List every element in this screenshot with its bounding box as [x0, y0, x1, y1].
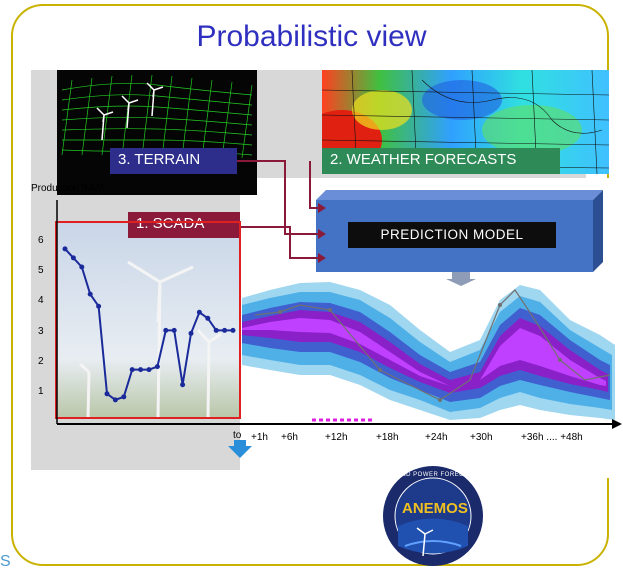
x-tick-label: +24h	[425, 432, 448, 443]
scada-point	[213, 327, 219, 333]
forecast-bands	[242, 282, 615, 420]
anemos-logo-text: ANEMOS	[402, 500, 468, 517]
scada-point	[146, 367, 152, 373]
scada-series	[62, 246, 236, 403]
scada-point	[180, 382, 186, 388]
y-tick-label: 1	[38, 386, 44, 397]
anemos-ring-text: WIND POWER FORECASTING	[393, 472, 490, 478]
x-tick-label: +30h	[470, 432, 493, 443]
y-tick-label: 3	[38, 326, 44, 337]
slide-title: Probabilistic view	[196, 20, 427, 53]
y-tick-label: 4	[38, 295, 44, 306]
weather-forecasts-label: 2. WEATHER FORECASTS	[322, 148, 560, 174]
y-tick-label: 2	[38, 356, 44, 367]
scada-border	[55, 221, 241, 419]
x-origin-label: to	[233, 430, 242, 441]
scada-line	[64, 248, 233, 401]
scada-point	[163, 327, 169, 333]
production-axis-label: Production [MW]	[31, 183, 105, 194]
scada-point	[171, 327, 177, 333]
scada-point	[188, 330, 194, 336]
scada-point	[154, 364, 160, 370]
scada-point	[112, 397, 118, 403]
x-tick-label: +12h	[325, 432, 348, 443]
scada-point	[196, 309, 202, 315]
connector-lines	[237, 160, 318, 259]
model-output-arrow	[446, 272, 476, 286]
corner-text: S	[0, 553, 11, 570]
scada-point	[121, 394, 127, 400]
y-tick-label: 6	[38, 235, 44, 246]
t0-arrow	[228, 440, 252, 458]
x-tick-label: +18h	[376, 432, 399, 443]
x-tick-label: +6h	[281, 432, 298, 443]
prediction-model-label: PREDICTION MODEL	[348, 222, 556, 248]
x-tick-label: +36h .... +48h	[521, 432, 583, 443]
x-tick-label: +1h	[251, 432, 268, 443]
anemos-logo	[383, 466, 483, 566]
scada-point	[129, 367, 135, 373]
scada-point	[87, 291, 93, 297]
scada-point	[62, 246, 68, 252]
y-tick-label: 5	[38, 265, 44, 276]
scada-point	[70, 255, 76, 261]
scada-point	[104, 391, 110, 397]
scada-photo	[58, 222, 241, 418]
scada-label: 1. SCADA	[128, 212, 240, 238]
scada-point	[79, 264, 85, 270]
scada-point	[96, 303, 102, 309]
scada-point	[205, 315, 211, 321]
terrain-label: 3. TERRAIN	[110, 148, 237, 174]
scada-point	[222, 327, 228, 333]
scada-point	[138, 367, 144, 373]
scada-point	[230, 327, 236, 333]
